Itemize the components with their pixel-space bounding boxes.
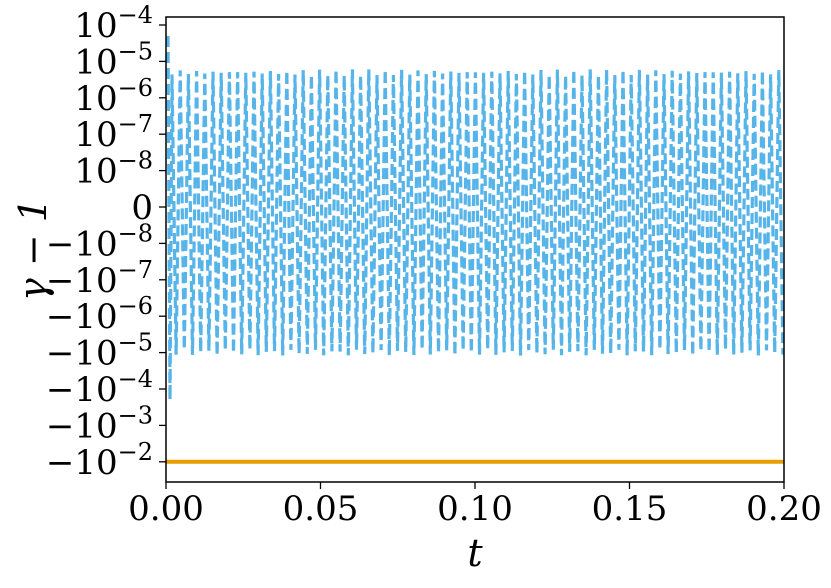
x-tick-label: 0.15 [592, 489, 668, 529]
y-axis-label: γ − 1 [11, 198, 55, 301]
y-tick-label: 10−7 [74, 110, 153, 155]
y-tick-label: 10−8 [74, 147, 153, 192]
y-tick-label: −10−4 [46, 365, 153, 410]
series-oscillating-line [166, 35, 785, 400]
y-tick-label: −10−3 [46, 401, 153, 446]
plot-area [166, 35, 785, 464]
x-tick-label: 0.10 [437, 489, 513, 529]
x-tick-label: 0.05 [283, 489, 359, 529]
y-tick-label: 10−5 [74, 37, 153, 82]
y-tick-label: −10−5 [46, 329, 153, 374]
y-tick-label: −10−6 [46, 292, 153, 337]
axes-frame [165, 16, 785, 483]
y-tick-label: 10−6 [74, 74, 153, 119]
x-tick-label: 0.20 [746, 489, 822, 529]
x-tick-label: 0.00 [128, 489, 204, 529]
ticks: 0.00 0.05 0.10 0.15 0.20 10−410−510−610−710−8… [46, 1, 822, 529]
y-tick-label: 0 [131, 188, 153, 228]
y-tick-label: −10−8 [46, 219, 153, 264]
y-tick-label: 10−4 [74, 1, 153, 46]
x-axis-label: t [467, 531, 483, 575]
y-tick-label: −10−7 [46, 256, 153, 301]
y-tick-label: −10−2 [46, 438, 153, 483]
